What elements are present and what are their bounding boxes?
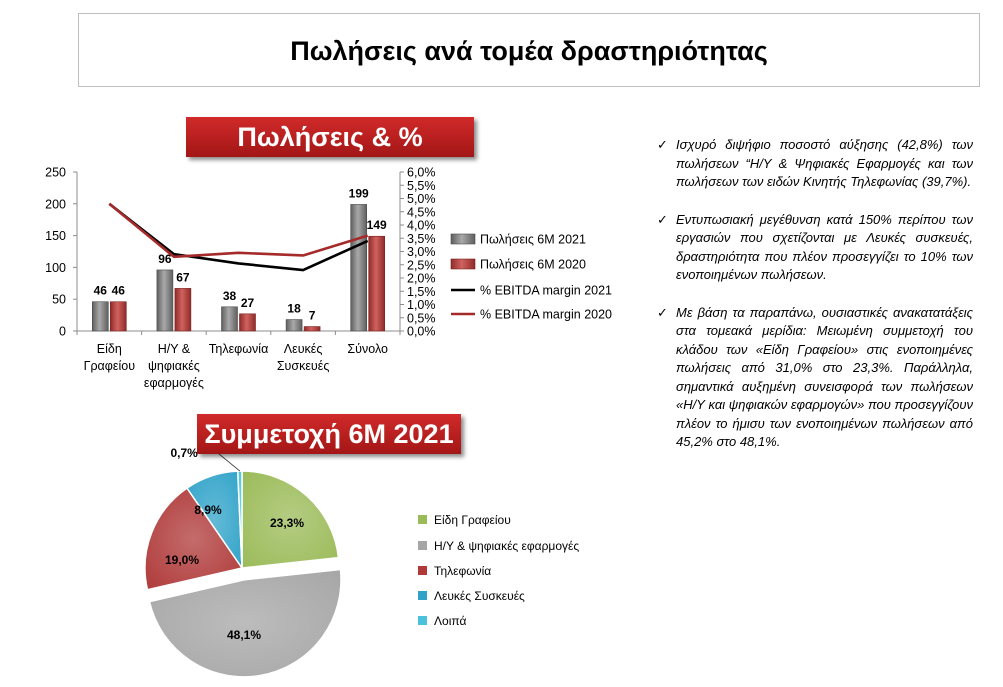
y2-tick-label: 0,5% — [407, 311, 436, 325]
title-box: Πωλήσεις ανά τομέα δραστηριότητας — [78, 13, 980, 87]
legend-swatch — [418, 566, 427, 575]
x-tick-label: Λευκές — [284, 342, 323, 356]
y-tick-label: 200 — [45, 197, 66, 211]
line-ebitda-2020 — [108, 202, 369, 259]
slice-label: 23,3% — [270, 516, 304, 530]
highlight-text: Με βάση τα παραπάνω, ουσιαστικές ανακατα… — [676, 304, 973, 450]
highlight-item: ✓ Εντυπωσιακή μεγέθυνση κατά 150% περίπο… — [657, 211, 973, 285]
legend-swatch — [450, 233, 476, 245]
data-label-sales-2021: 38 — [223, 289, 237, 303]
x-tick-label: Συσκευές — [277, 359, 330, 373]
bar-sales-2021 — [285, 319, 303, 332]
data-label-sales-2020: 46 — [112, 284, 126, 298]
y-tick-label: 50 — [52, 293, 66, 307]
data-label-sales-2020: 67 — [176, 270, 190, 284]
legend-label: Τηλεφωνία — [434, 564, 491, 578]
check-icon: ✓ — [657, 304, 668, 320]
y2-tick-label: 4,5% — [407, 205, 436, 219]
slice-pc — [148, 568, 342, 678]
legend-swatch — [418, 616, 427, 625]
y-tick-label: 100 — [45, 261, 66, 275]
data-label-sales-2021: 199 — [349, 186, 369, 200]
x-tick-label: εφαρμογές — [144, 376, 204, 390]
legend-swatch — [418, 541, 427, 550]
check-icon: ✓ — [657, 137, 668, 152]
legend-label: % EBITDA margin 2020 — [480, 308, 612, 322]
participation-pie-chart: 23,3% 48,1% 19,0% 8,9% 0,7% Είδη Γραφείου Η/Υ … — [144, 446, 579, 678]
slice-label: 8,9% — [194, 503, 222, 517]
legend-label: Πωλήσεις 6Μ 2021 — [480, 233, 586, 247]
y2-tick-label: 6,0% — [407, 166, 436, 180]
y2-tick-label: 0,0% — [407, 325, 436, 339]
highlight-text: Εντυπωσιακή μεγέθυνση κατά 150% περίπου … — [676, 211, 973, 283]
bar-sales-2021 — [221, 306, 238, 332]
legend-label: % EBITDA margin 2021 — [480, 284, 612, 298]
bar-sales-2021 — [92, 301, 109, 332]
highlight-item: ✓ Με βάση τα παραπάνω, ουσιαστικές ανακα… — [657, 304, 973, 452]
y2-tick-label: 1,0% — [407, 298, 436, 312]
bar-sales-2020 — [239, 313, 256, 332]
slice-phone — [144, 487, 244, 591]
x-tick-label: ψηφιακές — [148, 359, 200, 373]
data-label-sales-2021: 46 — [94, 284, 108, 298]
legend-label: Λοιπά — [434, 614, 466, 628]
x-tick-label: Γραφείου — [84, 359, 136, 373]
y2-tick-label: 2,0% — [407, 272, 436, 286]
highlight-item: ✓ Ισχυρό διψήφιο ποσοστό αύξησης (42,8%)… — [657, 136, 973, 192]
data-label-sales-2021: 96 — [158, 252, 172, 266]
legend-label: Η/Υ & ψηφιακές εφαρμογές — [434, 539, 579, 553]
data-label-sales-2020: 149 — [367, 218, 387, 232]
sales-ebitda-chart-title: Πωλήσεις & % EBITDA — [186, 117, 474, 192]
y-tick-label: 0 — [59, 325, 66, 339]
y2-tick-label: 3,5% — [407, 232, 436, 246]
line-ebitda-2021 — [108, 202, 369, 272]
bar-sales-2020 — [368, 235, 386, 332]
x-tick-label: Σύνολο — [347, 342, 388, 356]
bar-sales-2020 — [303, 326, 321, 332]
x-tick-label: Τηλεφωνία — [209, 342, 269, 356]
slice-label: 19,0% — [165, 553, 199, 567]
y2-tick-label: 3,0% — [407, 245, 436, 259]
legend-label: Είδη Γραφείου — [434, 513, 511, 527]
participation-chart-title: Συμμετοχή 6Μ 2021 — [197, 414, 461, 454]
legend-swatch — [418, 515, 427, 524]
data-label-sales-2020: 7 — [309, 309, 316, 323]
bar-sales-2020 — [174, 288, 192, 332]
y2-tick-label: 2,5% — [407, 258, 436, 272]
legend-swatch — [450, 258, 476, 270]
data-label-sales-2020: 27 — [241, 296, 255, 310]
check-icon: ✓ — [657, 211, 668, 227]
y2-tick-label: 4,0% — [407, 219, 436, 233]
bar-sales-2021 — [350, 204, 368, 332]
legend-label: Λευκές Συσκευές — [434, 589, 525, 603]
x-tick-label: Είδη — [97, 342, 122, 356]
highlights-list: ✓ Ισχυρό διψήφιο ποσοστό αύξησης (42,8%)… — [657, 136, 973, 471]
sales-ebitda-chart: 0501001502002500,0%0,5%1,0%1,5%2,0%2,5%3… — [45, 166, 612, 391]
page-title: Πωλήσεις ανά τομέα δραστηριότητας — [290, 36, 768, 66]
bar-sales-2021 — [156, 269, 174, 332]
highlight-text: Ισχυρό διψήφιο ποσοστό αύξησης (42,8%) τ… — [676, 137, 973, 189]
bar-sales-2020 — [110, 301, 127, 332]
leader-line — [201, 452, 241, 472]
y2-tick-label: 5,0% — [407, 192, 436, 206]
slice-label: 48,1% — [227, 628, 261, 642]
slice-label: 0,7% — [171, 446, 199, 460]
y-tick-label: 250 — [45, 166, 66, 180]
data-label-sales-2021: 18 — [287, 302, 301, 316]
y-tick-label: 150 — [45, 229, 66, 243]
y2-tick-label: 1,5% — [407, 285, 436, 299]
slice-office — [241, 470, 340, 569]
legend-label: Πωλήσεις 6Μ 2020 — [480, 258, 586, 272]
x-tick-label: Η/Υ & — [158, 342, 191, 356]
y2-tick-label: 5,5% — [407, 179, 436, 193]
legend-swatch — [418, 591, 427, 600]
